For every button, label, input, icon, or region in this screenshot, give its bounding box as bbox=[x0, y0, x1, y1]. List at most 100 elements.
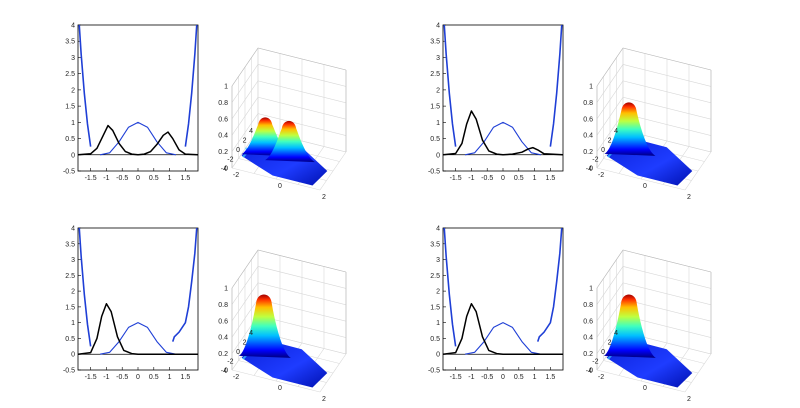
y-tick-label: 3 bbox=[71, 257, 75, 264]
x-tick-label: 0 bbox=[136, 374, 140, 381]
y-tick-label: 4 bbox=[71, 226, 75, 233]
z-tick-label: 1 bbox=[224, 286, 228, 293]
z-tick-label: 0.6 bbox=[583, 116, 593, 123]
line-plot-4: -0.5 0 0.5 1 1.5 2 2.5 3 3.5 4 -1.5 -1 -0.5 0 0.5 1 1.5 bbox=[428, 226, 564, 381]
x-axis-tick-label: -2 bbox=[233, 374, 239, 381]
z-tick-label: 0 bbox=[224, 166, 228, 173]
floor-grid bbox=[596, 167, 686, 191]
x-tick-label: 0.5 bbox=[514, 175, 524, 182]
line-plot-3: -0.5 0 0.5 1 1.5 2 2.5 3 3.5 4 -1.5 -1 -0.5 0 0.5 1 1.5 bbox=[63, 226, 199, 381]
x-axis-tick-label: 0 bbox=[278, 183, 282, 190]
state-curve bbox=[78, 302, 198, 355]
x-axis-tick-label: 2 bbox=[687, 396, 691, 403]
gaussian-curve bbox=[464, 121, 542, 156]
x-axis-tick-label: 2 bbox=[322, 194, 326, 201]
y-tick-label: 1 bbox=[71, 120, 75, 127]
y-axis-tick-label: -4 bbox=[586, 166, 592, 173]
x-tick-label: 0.5 bbox=[149, 175, 159, 182]
potential-curve bbox=[184, 25, 198, 147]
y-tick-label: 1.5 bbox=[65, 304, 75, 311]
x-tick-label: -1 bbox=[468, 175, 474, 182]
x-axis-tick-label: 0 bbox=[643, 385, 647, 392]
y-tick-label: 4 bbox=[436, 23, 440, 30]
y-tick-label: 0.5 bbox=[430, 136, 440, 143]
x-tick-label: 1 bbox=[168, 175, 172, 182]
floor-grid bbox=[684, 151, 712, 191]
axis-box-edge bbox=[257, 249, 347, 273]
z-grid-line bbox=[231, 266, 347, 305]
y-tick-label: 0.5 bbox=[65, 336, 75, 343]
y-tick-label: 2.5 bbox=[65, 273, 75, 280]
x-tick-label: -0.5 bbox=[481, 175, 493, 182]
floor-grid bbox=[596, 369, 686, 393]
z-grid-line bbox=[596, 64, 712, 103]
state-curve bbox=[443, 110, 563, 156]
y-axis-tick-label: 4 bbox=[614, 330, 618, 337]
x-tick-label: -1.5 bbox=[85, 374, 97, 381]
y-tick-label: 3.5 bbox=[430, 241, 440, 248]
y-tick-label: 3 bbox=[71, 55, 75, 62]
x-axis-tick-label: -2 bbox=[598, 172, 604, 179]
x-tick-label: -1 bbox=[468, 374, 474, 381]
x-tick-label: 1.5 bbox=[546, 175, 556, 182]
y-tick-label: 4 bbox=[71, 23, 75, 30]
floor-grid bbox=[319, 353, 347, 393]
z-tick-label: 0 bbox=[224, 368, 228, 375]
x-tick-label: -1.5 bbox=[450, 175, 462, 182]
y-axis-tick-label: 2 bbox=[608, 340, 612, 347]
y-tick-label: 0 bbox=[436, 152, 440, 159]
z-tick-label: 0.4 bbox=[218, 335, 228, 342]
x-tick-label: 1 bbox=[533, 175, 537, 182]
y-axis-tick-label: 0 bbox=[601, 147, 605, 154]
line-plot-1: -0.5 0 0.5 1 1.5 2 2.5 3 3.5 4 -1.5 -1 -0.5 0 0.5 1 1.5 bbox=[63, 23, 199, 182]
surface-peak bbox=[265, 120, 315, 163]
z-grid-line bbox=[231, 64, 347, 103]
y-tick-label: 3 bbox=[436, 257, 440, 264]
x-tick-label: 1.5 bbox=[181, 175, 191, 182]
x-axis-tick-label: -2 bbox=[598, 374, 604, 381]
potential-curve bbox=[78, 228, 92, 347]
y-tick-label: -0.5 bbox=[63, 169, 75, 176]
y-axis-tick-label: -4 bbox=[221, 368, 227, 375]
z-tick-label: 0.2 bbox=[583, 351, 593, 358]
x-tick-label: -1.5 bbox=[450, 374, 462, 381]
y-tick-label: 2.5 bbox=[65, 71, 75, 78]
x-tick-label: 0.5 bbox=[514, 374, 524, 381]
y-axis-tick-label: 0 bbox=[236, 349, 240, 356]
y-tick-label: 3 bbox=[436, 55, 440, 62]
z-tick-label: 0.2 bbox=[583, 149, 593, 156]
y-axis-tick-label: -4 bbox=[221, 166, 227, 173]
y-tick-label: 4 bbox=[436, 226, 440, 233]
y-tick-label: 1 bbox=[71, 320, 75, 327]
z-tick-label: 0.4 bbox=[583, 335, 593, 342]
y-axis-tick-label: 0 bbox=[236, 147, 240, 154]
plot-frame bbox=[442, 24, 564, 172]
x-tick-label: 0 bbox=[136, 175, 140, 182]
potential-curve bbox=[536, 228, 563, 342]
z-grid-line bbox=[231, 249, 347, 289]
y-axis-tick-label: -4 bbox=[586, 368, 592, 375]
z-tick-label: 0.6 bbox=[218, 116, 228, 123]
y-axis-tick-label: 2 bbox=[608, 138, 612, 145]
z-grid-line bbox=[231, 80, 347, 119]
z-tick-label: 0.6 bbox=[583, 318, 593, 325]
x-axis-tick-label: 0 bbox=[278, 385, 282, 392]
y-tick-label: 1.5 bbox=[65, 104, 75, 111]
x-tick-label: -1.5 bbox=[85, 175, 97, 182]
potential-curve bbox=[171, 228, 198, 342]
y-tick-label: 2.5 bbox=[430, 71, 440, 78]
y-tick-label: 3.5 bbox=[65, 241, 75, 248]
floor-grid bbox=[231, 167, 321, 191]
z-tick-label: 0.2 bbox=[218, 351, 228, 358]
x-tick-label: -1 bbox=[103, 175, 109, 182]
line-plot-2: -0.5 0 0.5 1 1.5 2 2.5 3 3.5 4 -1.5 -1 -0.5 0 0.5 1 1.5 bbox=[428, 23, 564, 182]
z-grid-line bbox=[596, 80, 712, 119]
gaussian-curve bbox=[99, 121, 177, 156]
potential-curve bbox=[549, 25, 563, 147]
z-grid-line bbox=[596, 282, 712, 321]
floor-grid bbox=[231, 369, 321, 393]
potential-curve bbox=[443, 25, 457, 147]
z-tick-label: 0.4 bbox=[218, 133, 228, 140]
